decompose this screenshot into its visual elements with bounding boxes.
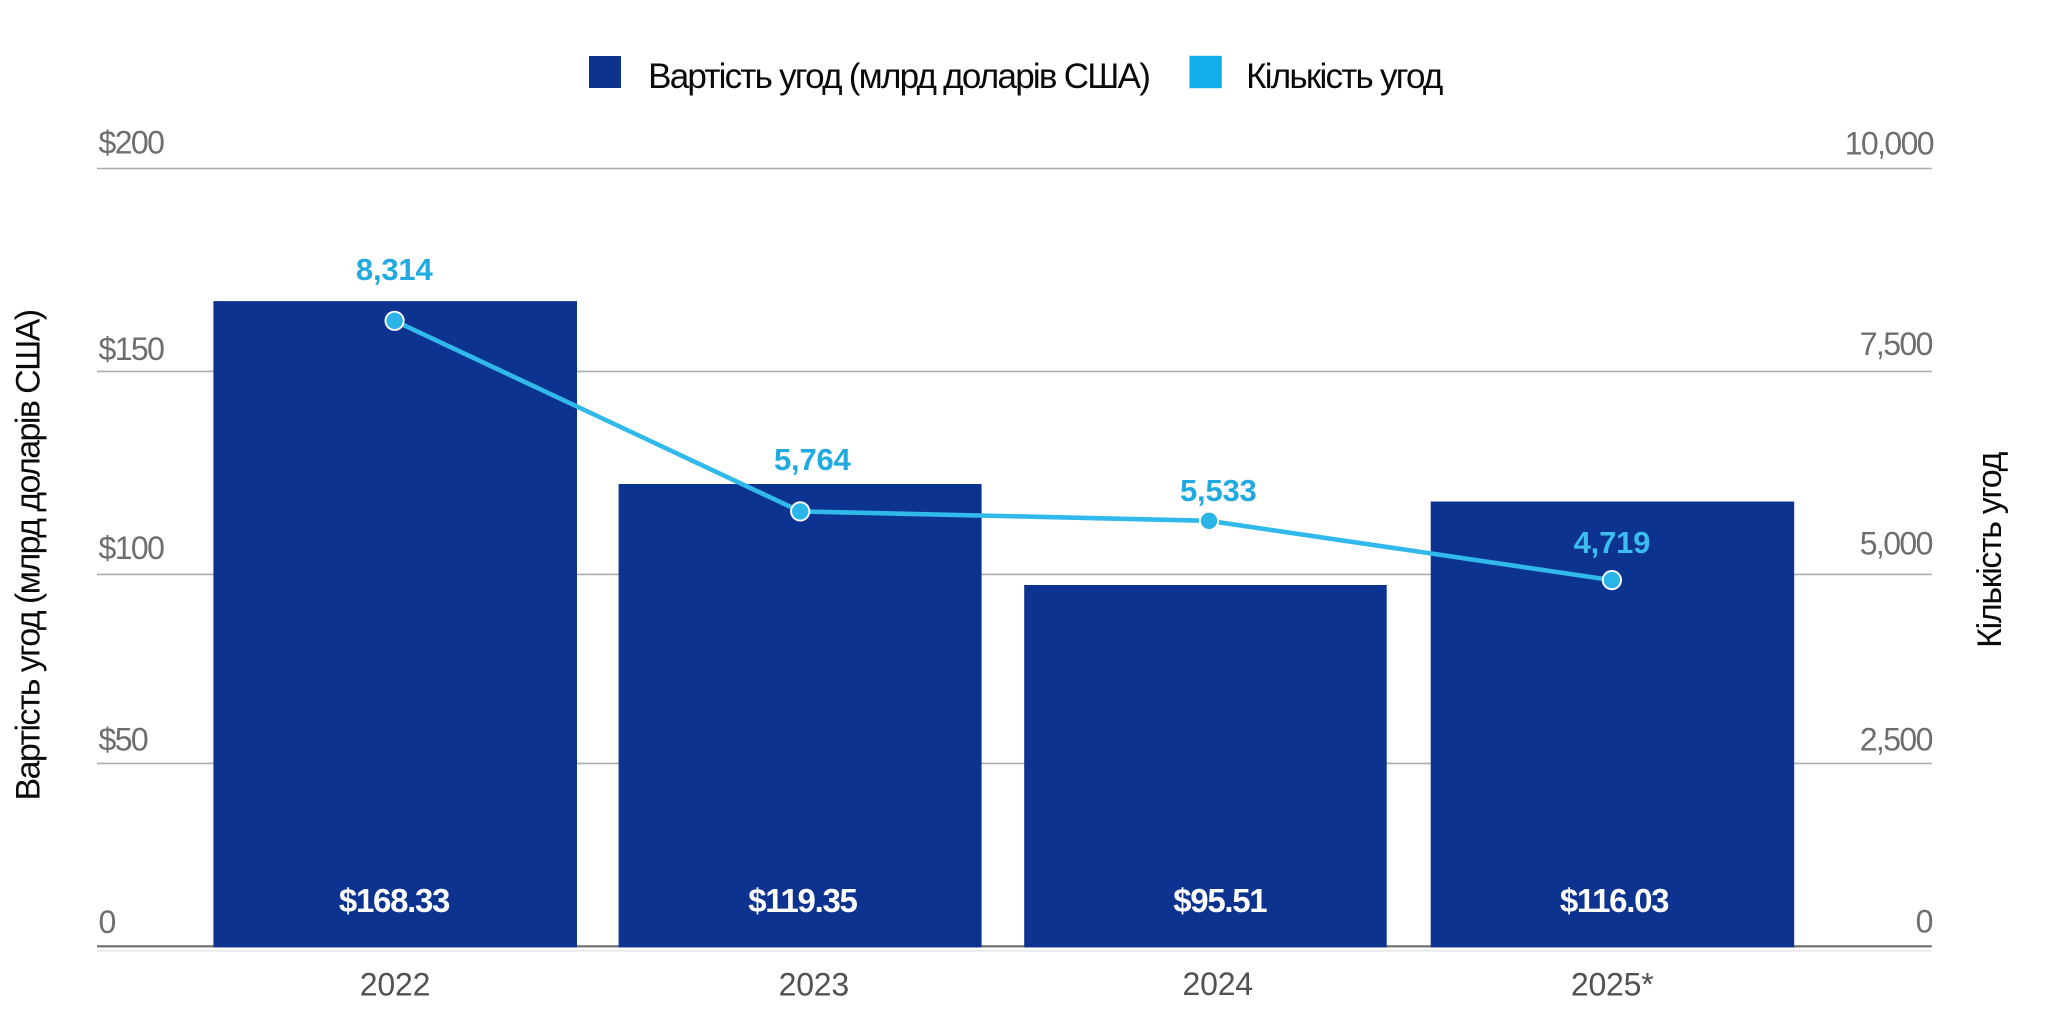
svg-text:5,764: 5,764 [774,442,852,477]
svg-text:2022: 2022 [360,967,430,1003]
svg-text:5,533: 5,533 [1180,473,1257,508]
svg-text:Вартість угод (млрд доларів СШ: Вартість угод (млрд доларів США) [648,57,1149,96]
svg-text:$95.51: $95.51 [1173,882,1267,919]
svg-text:$168.33: $168.33 [339,882,450,919]
svg-text:$119.35: $119.35 [748,882,857,919]
svg-text:Кількість угод: Кількість угод [1246,57,1443,96]
svg-text:10,000: 10,000 [1845,125,1934,161]
svg-text:$116.03: $116.03 [1560,882,1669,919]
svg-text:2024: 2024 [1183,966,1253,1002]
svg-text:Вартість угод (млрд доларів СШ: Вартість угод (млрд доларів США) [10,310,48,800]
svg-text:2023: 2023 [779,967,849,1003]
svg-text:4,719: 4,719 [1574,525,1651,560]
svg-text:2,500: 2,500 [1860,722,1933,758]
svg-text:7,500: 7,500 [1860,326,1933,362]
svg-text:Кількість угод: Кількість угод [1971,451,2009,647]
svg-text:5,000: 5,000 [1860,526,1933,562]
svg-text:8,314: 8,314 [356,252,434,287]
svg-text:$200: $200 [99,125,165,161]
svg-text:2025*: 2025* [1571,967,1654,1003]
svg-text:0: 0 [1916,904,1933,940]
svg-text:$150: $150 [99,331,165,367]
svg-text:0: 0 [99,904,116,940]
svg-text:$100: $100 [99,530,165,566]
svg-text:$50: $50 [99,722,148,758]
